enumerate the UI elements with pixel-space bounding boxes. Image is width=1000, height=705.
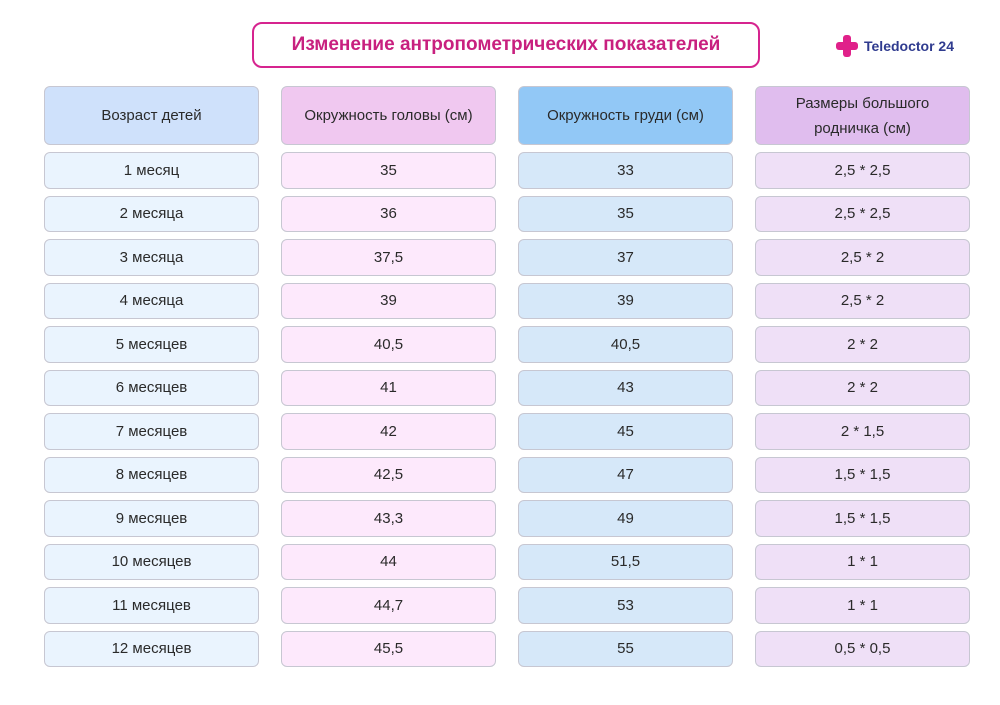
table-row: 8 месяцев 42,5 47 1,5 * 1,5 (44, 456, 970, 493)
table-header-row: Возраст детей Окружность головы (см) Окр… (44, 86, 970, 145)
cell-head-circumference: 39 (281, 282, 496, 319)
cell-chest-circumference: 55 (518, 630, 733, 667)
cell-chest-circumference: 39 (518, 282, 733, 319)
cell-chest-circumference: 49 (518, 500, 733, 537)
cell-head-circumference: 42 (281, 413, 496, 450)
plus-cross-icon (836, 35, 858, 57)
cell-fontanelle-size: 2,5 * 2,5 (755, 152, 970, 189)
cell-age: 4 месяца (44, 282, 259, 319)
cell-head-circumference: 45,5 (281, 630, 496, 667)
cell-age: 3 месяца (44, 239, 259, 276)
cell-age: 1 месяц (44, 152, 259, 189)
cell-fontanelle-size: 1,5 * 1,5 (755, 500, 970, 537)
table-row: 10 месяцев 44 51,5 1 * 1 (44, 543, 970, 580)
cell-age: 7 месяцев (44, 413, 259, 450)
table-row: 1 месяц 35 33 2,5 * 2,5 (44, 152, 970, 189)
cell-fontanelle-size: 2,5 * 2 (755, 282, 970, 319)
cell-age: 5 месяцев (44, 326, 259, 363)
cell-head-circumference: 35 (281, 152, 496, 189)
table-body: 1 месяц 35 33 2,5 * 2,5 2 месяца 36 35 2,5 * 2,… (44, 152, 970, 667)
cell-fontanelle-size: 2 * 2 (755, 369, 970, 406)
table-row: 3 месяца 37,5 37 2,5 * 2 (44, 239, 970, 276)
cell-head-circumference: 37,5 (281, 239, 496, 276)
table-row: 4 месяца 39 39 2,5 * 2 (44, 282, 970, 319)
cell-age: 2 месяца (44, 195, 259, 232)
cell-age: 6 месяцев (44, 369, 259, 406)
cell-fontanelle-size: 2 * 1,5 (755, 413, 970, 450)
cell-chest-circumference: 37 (518, 239, 733, 276)
table-row: 11 месяцев 44,7 53 1 * 1 (44, 587, 970, 624)
header-head-circumference: Окружность головы (см) (281, 86, 496, 145)
anthropometry-table: Возраст детей Окружность головы (см) Окр… (44, 86, 970, 667)
cell-chest-circumference: 35 (518, 195, 733, 232)
table-row: 9 месяцев 43,3 49 1,5 * 1,5 (44, 500, 970, 537)
brand-name: Teledoctor 24 (864, 38, 954, 54)
table-row: 6 месяцев 41 43 2 * 2 (44, 369, 970, 406)
cell-head-circumference: 43,3 (281, 500, 496, 537)
title-box: Изменение антропометрических показателей (252, 22, 760, 68)
cell-chest-circumference: 43 (518, 369, 733, 406)
page-title: Изменение антропометрических показателей (291, 34, 721, 55)
table-row: 5 месяцев 40,5 40,5 2 * 2 (44, 326, 970, 363)
cell-head-circumference: 41 (281, 369, 496, 406)
cell-chest-circumference: 53 (518, 587, 733, 624)
cell-head-circumference: 42,5 (281, 456, 496, 493)
cell-head-circumference: 44,7 (281, 587, 496, 624)
cell-head-circumference: 44 (281, 543, 496, 580)
cell-age: 12 месяцев (44, 630, 259, 667)
cell-head-circumference: 40,5 (281, 326, 496, 363)
cell-age: 10 месяцев (44, 543, 259, 580)
cell-chest-circumference: 33 (518, 152, 733, 189)
cell-chest-circumference: 40,5 (518, 326, 733, 363)
cell-fontanelle-size: 2,5 * 2 (755, 239, 970, 276)
cell-chest-circumference: 47 (518, 456, 733, 493)
cell-chest-circumference: 45 (518, 413, 733, 450)
cell-age: 11 месяцев (44, 587, 259, 624)
header-fontanelle-size: Размеры большого родничка (см) (755, 86, 970, 145)
header-chest-circumference: Окружность груди (см) (518, 86, 733, 145)
cell-head-circumference: 36 (281, 195, 496, 232)
brand-logo: Teledoctor 24 (836, 34, 954, 58)
cell-fontanelle-size: 2,5 * 2,5 (755, 195, 970, 232)
cell-age: 8 месяцев (44, 456, 259, 493)
cell-fontanelle-size: 1,5 * 1,5 (755, 456, 970, 493)
cell-fontanelle-size: 2 * 2 (755, 326, 970, 363)
cell-fontanelle-size: 1 * 1 (755, 587, 970, 624)
cell-fontanelle-size: 1 * 1 (755, 543, 970, 580)
cell-fontanelle-size: 0,5 * 0,5 (755, 630, 970, 667)
table-row: 7 месяцев 42 45 2 * 1,5 (44, 413, 970, 450)
table-row: 2 месяца 36 35 2,5 * 2,5 (44, 195, 970, 232)
cell-age: 9 месяцев (44, 500, 259, 537)
header-age: Возраст детей (44, 86, 259, 145)
table-row: 12 месяцев 45,5 55 0,5 * 0,5 (44, 630, 970, 667)
cell-chest-circumference: 51,5 (518, 543, 733, 580)
